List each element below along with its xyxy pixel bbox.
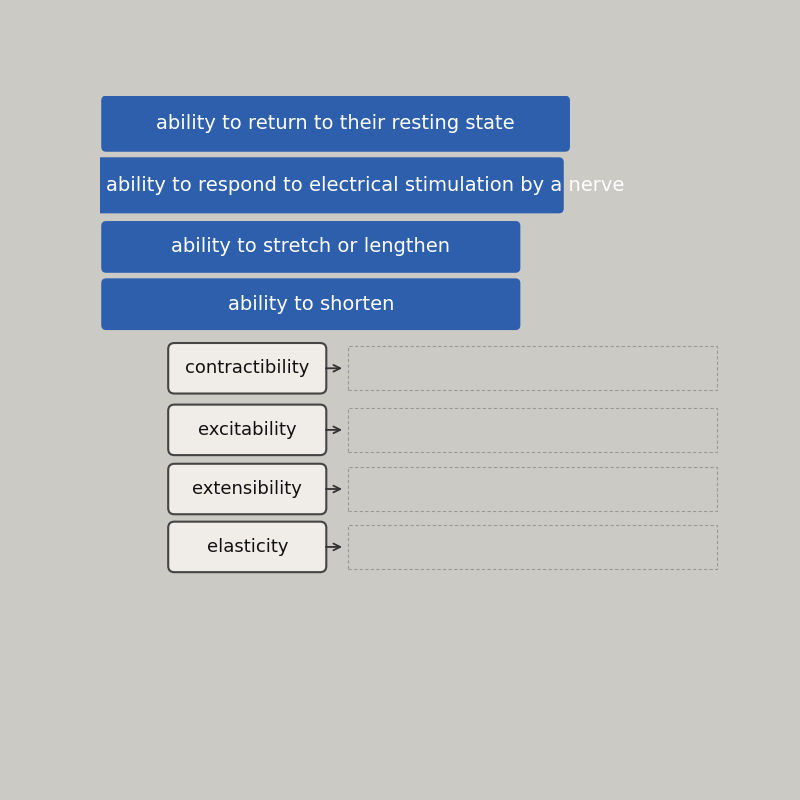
FancyBboxPatch shape <box>168 522 326 572</box>
Text: extensibility: extensibility <box>192 480 302 498</box>
FancyBboxPatch shape <box>168 464 326 514</box>
Bar <box>348 346 717 390</box>
FancyBboxPatch shape <box>102 96 570 152</box>
Bar <box>348 408 717 452</box>
FancyBboxPatch shape <box>95 158 564 214</box>
Text: ability to stretch or lengthen: ability to stretch or lengthen <box>171 238 450 257</box>
FancyBboxPatch shape <box>168 343 326 394</box>
FancyBboxPatch shape <box>168 405 326 455</box>
Text: contractibility: contractibility <box>185 359 310 378</box>
Bar <box>348 525 717 569</box>
Bar <box>348 467 717 511</box>
Text: ability to respond to electrical stimulation by a nerve: ability to respond to electrical stimula… <box>106 176 625 195</box>
FancyBboxPatch shape <box>102 278 520 330</box>
Text: ability to return to their resting state: ability to return to their resting state <box>156 114 515 134</box>
Text: elasticity: elasticity <box>206 538 288 556</box>
FancyBboxPatch shape <box>102 221 520 273</box>
Text: ability to shorten: ability to shorten <box>228 294 394 314</box>
Text: excitability: excitability <box>198 421 297 439</box>
